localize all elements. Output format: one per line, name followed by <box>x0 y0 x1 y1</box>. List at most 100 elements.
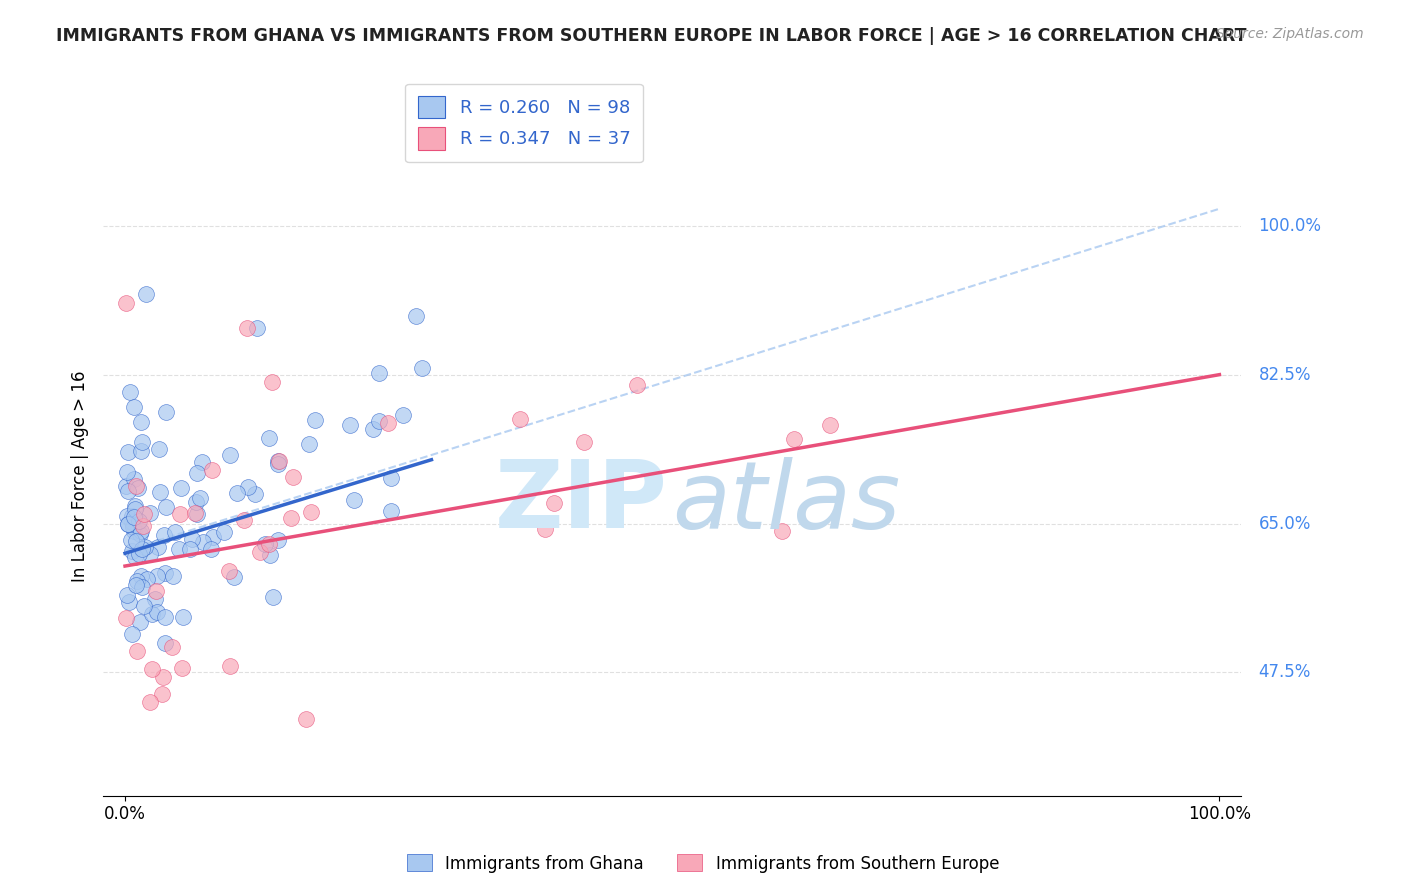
Point <box>120 533 142 548</box>
Point <box>572 435 595 450</box>
Point <box>770 524 793 538</box>
Point <box>146 541 169 555</box>
Point <box>405 310 427 324</box>
Point <box>121 509 143 524</box>
Point <box>377 416 399 430</box>
Point <box>115 587 138 601</box>
Point <box>201 462 224 476</box>
Point <box>139 547 162 561</box>
Point <box>626 378 648 392</box>
Point <box>129 415 152 429</box>
Point <box>145 584 167 599</box>
Point <box>280 511 302 525</box>
Point <box>131 434 153 449</box>
Point <box>184 495 207 509</box>
Point <box>129 569 152 583</box>
Point <box>132 519 155 533</box>
Point <box>534 522 557 536</box>
Point <box>117 516 139 531</box>
Point <box>181 533 204 547</box>
Point <box>225 486 247 500</box>
Point <box>267 457 290 471</box>
Point <box>269 453 291 467</box>
Point <box>186 507 208 521</box>
Point <box>121 626 143 640</box>
Text: 82.5%: 82.5% <box>1258 366 1310 384</box>
Point <box>155 566 177 580</box>
Point <box>134 540 156 554</box>
Point <box>139 695 162 709</box>
Point <box>368 366 391 380</box>
Point <box>267 454 290 468</box>
Point <box>121 516 143 530</box>
Point <box>131 443 153 458</box>
Point <box>283 470 305 484</box>
Point <box>148 442 170 457</box>
Point <box>146 605 169 619</box>
Point <box>124 509 146 524</box>
Point <box>193 534 215 549</box>
Point <box>131 580 153 594</box>
Text: 65.0%: 65.0% <box>1258 515 1310 533</box>
Point <box>818 417 841 432</box>
Point <box>219 448 242 462</box>
Point <box>167 542 190 557</box>
Point <box>304 413 326 427</box>
Point <box>127 481 149 495</box>
Point <box>219 658 242 673</box>
Text: ZIP: ZIP <box>495 456 668 549</box>
Point <box>191 455 214 469</box>
Point <box>295 712 318 726</box>
Point <box>124 550 146 565</box>
Point <box>129 615 152 629</box>
Point <box>236 321 259 335</box>
Point <box>125 479 148 493</box>
Point <box>117 444 139 458</box>
Point <box>122 472 145 486</box>
Point <box>117 517 139 532</box>
Point <box>543 496 565 510</box>
Point <box>153 636 176 650</box>
Point <box>118 595 141 609</box>
Point <box>249 545 271 559</box>
Point <box>152 670 174 684</box>
Point <box>153 528 176 542</box>
Point <box>153 610 176 624</box>
Point <box>125 533 148 548</box>
Point <box>212 525 235 540</box>
Point <box>224 570 246 584</box>
Text: IMMIGRANTS FROM GHANA VS IMMIGRANTS FROM SOUTHERN EUROPE IN LABOR FORCE | AGE > : IMMIGRANTS FROM GHANA VS IMMIGRANTS FROM… <box>56 27 1247 45</box>
Point <box>150 687 173 701</box>
Point <box>257 537 280 551</box>
Text: 100.0%: 100.0% <box>1258 217 1322 235</box>
Point <box>155 500 177 514</box>
Point <box>115 465 138 479</box>
Point <box>122 520 145 534</box>
Point <box>411 360 433 375</box>
Point <box>139 506 162 520</box>
Point <box>218 564 240 578</box>
Point <box>149 485 172 500</box>
Point <box>131 541 153 556</box>
Text: 47.5%: 47.5% <box>1258 664 1310 681</box>
Point <box>343 493 366 508</box>
Point <box>267 533 290 547</box>
Point <box>122 400 145 414</box>
Point <box>380 504 402 518</box>
Point <box>200 542 222 557</box>
Point <box>115 478 138 492</box>
Point <box>257 431 280 445</box>
Point <box>141 607 163 622</box>
Point <box>141 662 163 676</box>
Text: atlas: atlas <box>672 457 900 548</box>
Point <box>392 408 415 422</box>
Point <box>115 508 138 523</box>
Point <box>368 414 391 428</box>
Legend: R = 0.260   N = 98, R = 0.347   N = 37: R = 0.260 N = 98, R = 0.347 N = 37 <box>405 84 643 162</box>
Point <box>124 501 146 516</box>
Point <box>262 591 284 605</box>
Point <box>245 487 267 501</box>
Point <box>122 524 145 539</box>
Point <box>117 483 139 498</box>
Point <box>121 543 143 558</box>
